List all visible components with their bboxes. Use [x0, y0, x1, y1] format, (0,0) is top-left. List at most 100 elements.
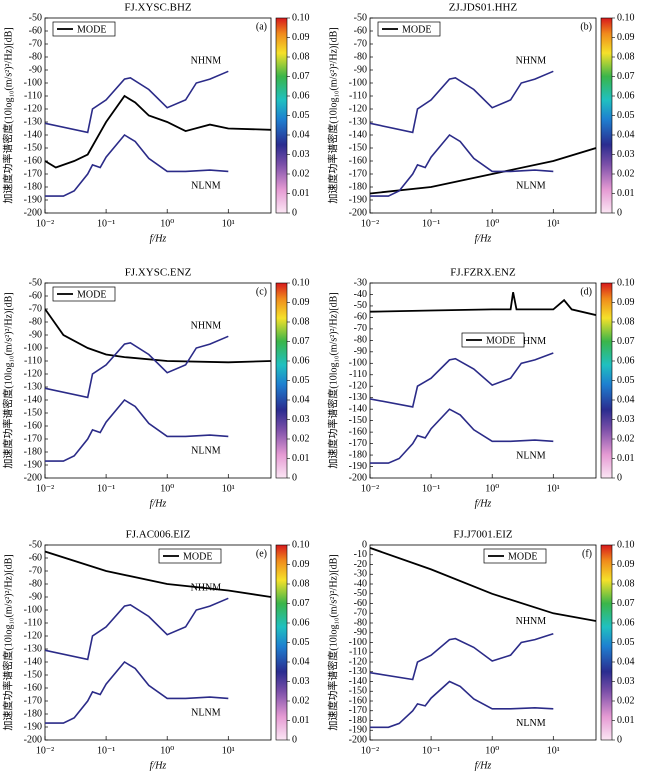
y-tick-label: -110 [349, 369, 367, 380]
legend-box [377, 21, 441, 37]
colorbar-tick-label: 0.07 [292, 71, 310, 82]
noise-model-line [370, 680, 554, 729]
y-tick-label: -60 [29, 290, 42, 301]
x-tick-label: 10⁻¹ [97, 745, 115, 756]
y-tick-label: -130 [349, 116, 367, 127]
colorbar [600, 282, 613, 479]
legend-label: MODE [183, 551, 212, 562]
colorbar [275, 282, 288, 479]
mode-line [45, 550, 271, 598]
y-tick-label: -190 [24, 721, 42, 732]
y-tick-label: -60 [29, 552, 42, 563]
y-tick-label: -160 [24, 682, 42, 693]
y-tick-label: -90 [354, 627, 367, 638]
y-tick-label: -130 [24, 116, 42, 127]
x-tick-label: 10¹ [222, 483, 235, 494]
mode-line [370, 547, 596, 622]
colorbar-tick-label: 0.06 [292, 617, 310, 628]
colorbar-tick-label: 0.08 [617, 316, 635, 327]
y-tick-label: -150 [24, 407, 42, 418]
y-tick-label: -50 [29, 539, 42, 550]
model-annotation: NHNM [191, 582, 222, 593]
y-tick-label: -70 [354, 323, 367, 334]
y-tick-label: -70 [29, 565, 42, 576]
noise-model-line [45, 133, 229, 197]
legend-box [483, 548, 547, 564]
mode-line [370, 292, 596, 316]
x-tick-label: 10⁻¹ [422, 218, 440, 229]
y-tick-label: -190 [24, 194, 42, 205]
colorbar-tick-label: 0.09 [617, 32, 635, 43]
y-tick-label: -50 [354, 12, 367, 23]
colorbar-tick-label: 0.02 [292, 695, 310, 706]
colorbar-tick-label: 0.02 [292, 168, 310, 179]
x-tick-label: 10¹ [547, 745, 560, 756]
y-tick-label: -180 [349, 715, 367, 726]
colorbar-tick-label: 0.01 [617, 188, 635, 199]
y-tick-label: -70 [354, 608, 367, 619]
x-tick-label: 10⁻¹ [97, 218, 115, 229]
colorbar-tick-label: 0.03 [292, 676, 310, 687]
y-tick-label: -180 [349, 181, 367, 192]
chart-title: FJ.FZRX.ENZ [450, 267, 516, 279]
colorbar-tick-label: 0.05 [292, 110, 310, 121]
y-tick-label: -130 [24, 381, 42, 392]
colorbar-tick-label: 0.06 [292, 90, 310, 101]
model-annotation: NLNM [516, 180, 546, 191]
y-tick-label: -110 [24, 355, 42, 366]
colorbar-tick-label: 0.02 [617, 695, 635, 706]
colorbar-tick-label: 0.05 [617, 375, 635, 386]
legend-label: MODE [486, 335, 515, 346]
colorbar [600, 544, 613, 741]
y-tick-label: -200 [349, 734, 367, 745]
x-tick-label: 10¹ [547, 483, 560, 494]
x-axis-label: f/Hz [150, 233, 167, 244]
panel-label: (c) [256, 286, 267, 297]
y-tick-label: -80 [29, 316, 42, 327]
y-tick-label: -140 [24, 394, 42, 405]
y-tick-label: -150 [349, 686, 367, 697]
colorbar-tick-label: 0.05 [617, 637, 635, 648]
y-tick-label: -80 [354, 335, 367, 346]
y-tick-label: -40 [354, 578, 367, 589]
colorbar-tick-label: 0.06 [617, 90, 635, 101]
model-annotation: NLNM [516, 718, 546, 729]
colorbar-tick-label: 0.03 [617, 149, 635, 160]
y-tick-label: -110 [24, 617, 42, 628]
x-tick-label: 10⁰ [160, 483, 174, 494]
colorbar-tick-label: 0 [617, 472, 622, 483]
y-tick-label: -50 [29, 12, 42, 23]
x-tick-label: 10⁻² [361, 483, 379, 494]
y-tick-label: -90 [29, 64, 42, 75]
y-tick-label: -180 [349, 449, 367, 460]
colorbar-tick-label: 0.03 [617, 414, 635, 425]
y-tick-label: -120 [349, 103, 367, 114]
y-tick-label: -80 [354, 51, 367, 62]
y-tick-label: -100 [349, 77, 367, 88]
model-annotation: NLNM [191, 707, 221, 718]
y-tick-label: -20 [354, 559, 367, 570]
legend-label: MODE [77, 24, 106, 35]
model-annotation: NLNM [191, 445, 221, 456]
colorbar-tick-label: 0.06 [617, 617, 635, 628]
x-tick-label: 10⁰ [485, 218, 499, 229]
y-tick-label: -60 [29, 25, 42, 36]
chart-title: ZJ.JDS01.HHZ [449, 2, 518, 14]
y-tick-label: -170 [24, 433, 42, 444]
y-tick-label: -150 [349, 142, 367, 153]
y-tick-label: -190 [349, 194, 367, 205]
y-tick-label: -130 [349, 666, 367, 677]
colorbar-tick-label: 0.10 [292, 539, 310, 550]
y-tick-label: -50 [354, 588, 367, 599]
noise-model-line [370, 632, 554, 681]
y-tick-label: -30 [354, 569, 367, 580]
noise-model-line [45, 335, 229, 399]
colorbar-tick-label: 0.10 [617, 539, 635, 550]
y-axis-label: 加速度功率谱密度(10log₁₀(m/s²)²/Hz)[dB] [326, 554, 339, 730]
plot-frame [369, 544, 597, 741]
y-tick-label: -150 [349, 415, 367, 426]
y-tick-label: -160 [349, 426, 367, 437]
mode-line [45, 94, 271, 169]
panel-label: (f) [582, 548, 592, 559]
legend-box [52, 286, 116, 302]
